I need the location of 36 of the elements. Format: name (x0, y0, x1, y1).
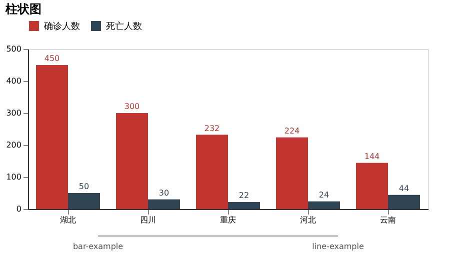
bar (36, 65, 68, 209)
chart-title: 柱状图 (4, 2, 42, 16)
bar (276, 137, 308, 209)
data-label: 44 (398, 184, 410, 193)
bar (388, 194, 420, 209)
data-label: 22 (238, 190, 250, 200)
text: bar-example (72, 242, 124, 251)
bar (68, 193, 100, 209)
data-label: 24 (318, 190, 330, 200)
legend-label: 确诊人数 (43, 21, 80, 32)
data-label: 224 (284, 126, 300, 136)
bar (116, 113, 148, 209)
y-tick-label: 400 (6, 76, 22, 86)
bar (308, 201, 340, 209)
y-tick-label: 300 (6, 108, 22, 118)
data-label: 300 (124, 102, 140, 111)
y-tick-label: 200 (6, 140, 22, 150)
bar (196, 134, 228, 209)
data-label: 30 (158, 188, 170, 198)
data-label: 232 (204, 124, 220, 133)
x-tick-label: 重庆 (220, 216, 236, 224)
y-tick-label: 0 (16, 204, 22, 214)
bar (228, 202, 260, 209)
x-tick-label: 湖北 (60, 216, 76, 224)
data-label: 144 (364, 152, 380, 161)
text: line-example (312, 242, 364, 251)
y-tick-label: 500 (6, 44, 22, 54)
x-tick-label: 云南 (380, 216, 396, 224)
x-tick-label: 河北 (300, 216, 316, 224)
bar (148, 199, 180, 209)
data-label: 450 (44, 54, 60, 63)
legend-label: 死亡人数 (106, 21, 142, 32)
x-tick-label: 四川 (140, 216, 156, 224)
data-label: 50 (78, 182, 90, 191)
y-tick-label: 100 (6, 172, 22, 182)
bar (356, 162, 388, 209)
